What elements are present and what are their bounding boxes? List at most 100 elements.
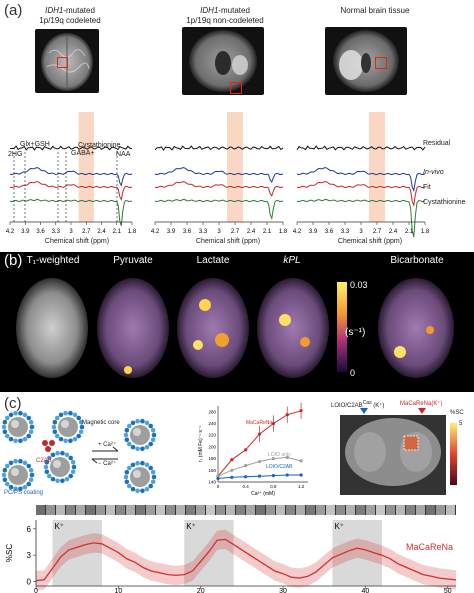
filmstrip-frame <box>96 505 106 515</box>
xtick-label: 3 <box>217 229 221 235</box>
filmstrip-frame <box>56 505 66 515</box>
b-label-lactate: Lactate <box>196 255 230 266</box>
xtick-label: 4.2 <box>293 229 302 235</box>
residual-trace-2 <box>154 145 284 151</box>
filmstrip-frame <box>336 505 346 515</box>
tc-xtick: 50 <box>444 588 452 593</box>
tc-xtick: 40 <box>362 588 370 593</box>
nanoparticle <box>123 418 157 452</box>
mini-point <box>285 455 289 460</box>
title-3-text: Normal brain tissue <box>340 6 410 15</box>
timecourse-line <box>35 538 457 582</box>
filmstrip-frame <box>276 505 286 515</box>
peak-label-glx-gsh: Glx+GSH <box>20 141 50 148</box>
filmstrip-frame <box>156 505 166 515</box>
filmstrip-frame <box>306 505 316 515</box>
invivo-trace-2 <box>154 167 284 184</box>
xtick-label: 1.8 <box>421 229 430 235</box>
fit-trace-1 <box>9 181 133 202</box>
fit-trace-2 <box>154 181 284 197</box>
mini-ytick: 140 <box>208 480 216 485</box>
panel-b-strip: (b) T₁-weighted Pyruvate Lactate kPL Bic… <box>0 252 474 392</box>
b-label-pyruvate: Pyruvate <box>113 255 153 266</box>
panel-b-brains <box>16 278 454 378</box>
mini-xtick: 0.4 <box>243 484 250 489</box>
filmstrip-frame <box>346 505 356 515</box>
mini-ytick: 220 <box>208 433 216 438</box>
mini-point <box>244 464 248 468</box>
filmstrip-frame <box>356 505 366 515</box>
xtick-label: 2.7 <box>82 229 91 235</box>
filmstrip-frame <box>416 505 426 515</box>
mini-point <box>299 459 303 463</box>
mini-ytick: 200 <box>208 444 216 449</box>
b-label-t1: T₁-weighted <box>26 255 80 266</box>
mini-point <box>230 458 234 462</box>
xtick-label: 2.4 <box>247 229 256 235</box>
cysta-trace-2 <box>154 198 284 221</box>
sc-scale-top: %SC <box>450 410 464 416</box>
mri-image-noncodeleted <box>182 27 264 95</box>
mini-xtick: 0.8 <box>270 484 277 489</box>
peak-label-cystathionine: Cystathionine <box>78 142 121 149</box>
roi-box-2 <box>230 82 242 94</box>
label-plus-ca: + Ca²⁺ <box>98 442 117 448</box>
title-1-gene: IDH1 <box>45 6 64 15</box>
xtick-label: 3 <box>359 229 363 235</box>
tc-ylabel: %SC <box>5 544 14 562</box>
panel-a-title-3: Normal brain tissue <box>315 6 435 16</box>
filmstrip-frame <box>216 505 226 515</box>
tc-ytick: 3 <box>27 551 32 560</box>
xtick-label: 3.3 <box>199 229 208 235</box>
filmstrip-frame <box>436 505 446 515</box>
tc-ytick: 0 <box>27 578 32 587</box>
mini-point <box>216 476 220 481</box>
filmstrip-frame <box>136 505 146 515</box>
image-filmstrip <box>36 505 456 515</box>
mini-point <box>244 448 248 452</box>
error-band <box>36 529 456 591</box>
cysta-trace-3 <box>296 198 426 238</box>
legend-cystathionine: Cystathionine <box>423 199 466 206</box>
xtick-label: 4.2 <box>6 229 15 235</box>
brain-slice <box>340 408 457 495</box>
filmstrip-frame <box>66 505 76 515</box>
tc-xtick: 0 <box>34 588 38 593</box>
xtick-label: 2.7 <box>373 229 382 235</box>
xtick-label: 2.4 <box>389 229 398 235</box>
xtick-label: 3.9 <box>21 229 30 235</box>
brain-lactate <box>177 278 249 378</box>
filmstrip-frame <box>386 505 396 515</box>
filmstrip-frame <box>116 505 126 515</box>
filmstrip-frame <box>396 505 406 515</box>
xtick-label: 2.7 <box>231 229 240 235</box>
brain-label-right-sup: (K⁺) <box>431 401 443 407</box>
spectra-plots: 4.2 3.9 3.6 3.3 3 2.7 2.4 2.1 1.8 4.2 3.9 3.6 3.3 3 2.… <box>6 112 430 238</box>
brain-pyruvate <box>97 278 169 378</box>
filmstrip-frame <box>266 505 276 515</box>
mri-brain-3 <box>333 30 399 92</box>
label-coating: PC/PS coating <box>4 490 44 496</box>
fit-trace-3 <box>296 181 426 208</box>
roi-box-1 <box>57 57 68 68</box>
brain-label-left: LOIO/C2ABCas (K⁺) <box>331 400 384 409</box>
colorbar-unit: (s⁻¹) <box>345 327 366 338</box>
filmstrip-frame <box>426 505 436 515</box>
mini-ytick: 260 <box>208 409 216 414</box>
nanoparticle <box>51 410 85 444</box>
xaxis-title-2: Chemical shift (ppm) <box>195 238 261 245</box>
filmstrip-frame <box>296 505 306 515</box>
xtick-label: 1.8 <box>279 229 288 235</box>
roi-box-3 <box>375 57 387 69</box>
brain-t1 <box>16 278 88 378</box>
brain-label-left-sup2: (K⁺) <box>373 403 385 409</box>
title-2-gene: IDH1 <box>200 6 219 15</box>
mini-point <box>230 475 234 479</box>
k-label: K⁺ <box>186 522 196 531</box>
xtick-label: 3.9 <box>309 229 318 235</box>
residual-trace-1 <box>9 145 133 151</box>
filmstrip-frame <box>176 505 186 515</box>
tc-xtick: 30 <box>279 588 287 593</box>
filmstrip-frame <box>226 505 236 515</box>
legend-fit: Fit <box>423 184 431 191</box>
